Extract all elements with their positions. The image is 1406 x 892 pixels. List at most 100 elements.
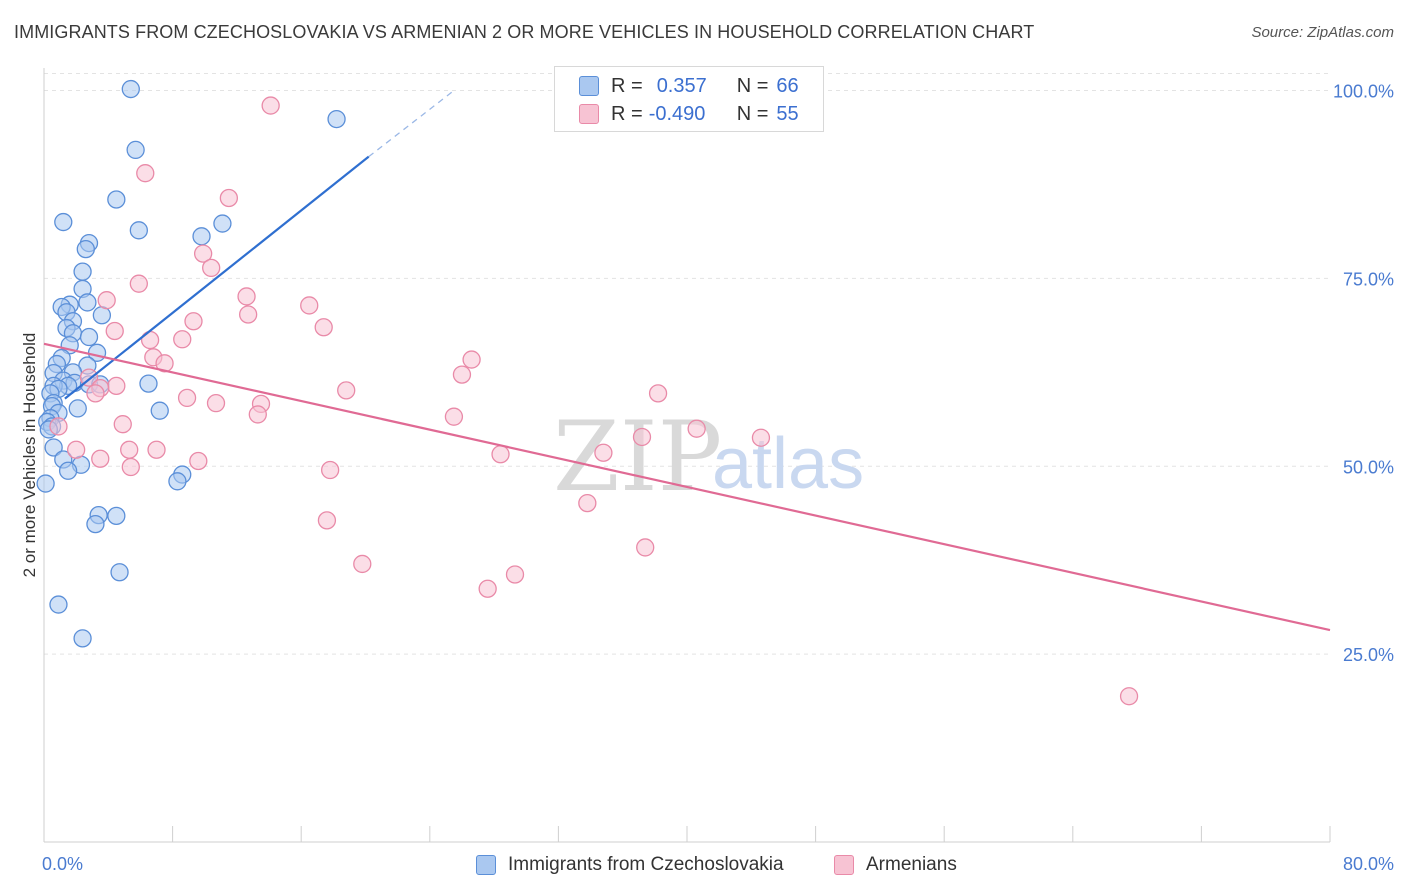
watermark-atlas: atlas [712,424,864,504]
y-tick-label: 75.0% [1343,269,1394,289]
czechoslovakia-point-52 [36,474,55,493]
armenians-point-5 [129,274,148,293]
series-armenians-points [49,96,1139,706]
legend-r-value: 0.357 [656,74,707,97]
armenians-point-29 [444,407,464,426]
czechoslovakia-point-46 [44,438,63,457]
legend-r-value: -0.490 [648,102,706,125]
armenians-point-18 [452,365,472,384]
trend-lines [43,90,1331,632]
axes [43,68,1331,843]
legend-row-armenians: R = -0.490 N = 55 [579,101,799,127]
armenians-point-17 [155,354,174,373]
y-tick-label: 100.0% [1333,82,1394,102]
armenians-point-46 [636,538,655,557]
armenians-point-47 [353,554,372,574]
legend-n-value: 55 [776,102,799,125]
armenians-point-33 [632,427,652,447]
armenians-point-16 [462,350,481,369]
x-tick-label: 80.0% [1343,854,1394,874]
armenians-point-40 [91,449,110,468]
armenians-point-13 [140,330,160,350]
legend-n-label: N = [736,74,769,97]
bottom-legend-label: Armenians [866,854,957,875]
armenians-point-14 [173,330,192,349]
czechoslovakia-point-54 [107,506,126,526]
czechoslovakia-point-6 [129,221,148,240]
chart-title: IMMIGRANTS FROM CZECHOSLOVAKIA VS ARMENI… [14,22,1035,42]
armenians-point-3 [193,244,213,263]
y-tick-label: 25.0% [1343,645,1394,665]
bottom-legend-czechoslovakia: Immigrants from Czechoslovakia [476,852,784,878]
grid-lines [44,73,1330,655]
armenians-point-1 [136,164,155,183]
legend: R = 0.357 N = 66 R = -0.490 N = 55 [554,66,824,132]
armenians-point-31 [49,417,68,436]
y-tick-label: 50.0% [1343,457,1394,477]
legend-r-label: R = [611,74,643,97]
armenians-point-12 [105,321,124,341]
armenians-point-6 [237,287,256,306]
czechoslovakia-point-3 [107,190,126,209]
czechoslovakia-point-20 [79,327,99,347]
armenians-point-4 [202,258,221,278]
armenians-point-28 [248,405,267,424]
czechoslovakia-point-10 [73,262,92,281]
legend-n-value: 66 [776,74,799,97]
watermark-zip: ZIP [553,401,722,513]
armenians-point-8 [300,296,319,315]
czechoslovakia-point-4 [54,212,73,232]
series-czechoslovakia-points [36,79,346,648]
armenians-point-23 [86,384,105,403]
armenians-point-35 [67,440,86,459]
armenians-point-36 [120,440,139,459]
armenians-point-34 [751,428,771,447]
czechoslovakia-point-2 [126,140,145,160]
armenians-point-38 [491,445,510,464]
armenians-point-43 [320,460,340,480]
armenians-point-42 [121,457,140,477]
trend-line-armenians [43,342,1331,632]
armenians-point-32 [687,419,706,438]
armenians-point-25 [177,388,197,408]
trend-line-czechoslovakia [64,155,370,400]
czechoslovakia-point-55 [86,514,105,534]
czechoslovakia-point-5 [213,214,232,233]
armenians-point-2 [219,188,239,208]
y-axis-label: 2 or more Vehicles in Household [20,333,39,578]
armenians-point-20 [107,376,126,396]
czechoslovakia-point-1 [327,109,346,129]
czechoslovakia-point-0 [121,79,140,99]
armenians-point-37 [147,440,166,459]
legend-r-label: R = [611,102,643,125]
legend-n-label: N = [736,102,769,125]
legend-swatch-blue [579,76,599,96]
armenians-point-30 [113,415,132,434]
armenians-point-44 [578,493,597,513]
armenians-point-7 [97,291,116,310]
bottom-legend-swatch-pink [834,855,854,875]
legend-swatch-pink [579,104,599,124]
tick-labels: 25.0% 50.0% 75.0% 100.0% 0.0% 80.0% [42,82,1394,874]
armenians-point-49 [478,579,497,598]
x-tick-label: 0.0% [42,854,83,874]
czechoslovakia-point-29 [139,374,158,393]
armenians-point-10 [184,312,203,331]
czechoslovakia-point-12 [78,293,97,312]
czechoslovakia-point-58 [73,629,92,648]
armenians-point-11 [314,318,333,337]
armenians-point-48 [505,565,525,584]
armenians-point-9 [239,305,258,324]
czechoslovakia-point-56 [110,563,129,582]
armenians-point-41 [189,451,208,471]
armenians-point-50 [1119,687,1139,706]
czechoslovakia-point-9 [76,239,95,259]
bottom-legend-armenians: Armenians [834,852,957,878]
czechoslovakia-point-49 [58,461,78,480]
legend-row-czechoslovakia: R = 0.357 N = 66 [579,73,799,99]
armenians-point-24 [648,384,668,403]
czechoslovakia-point-40 [150,401,169,420]
bottom-legend-label: Immigrants from Czechoslovakia [508,854,784,875]
armenians-point-0 [261,96,280,115]
